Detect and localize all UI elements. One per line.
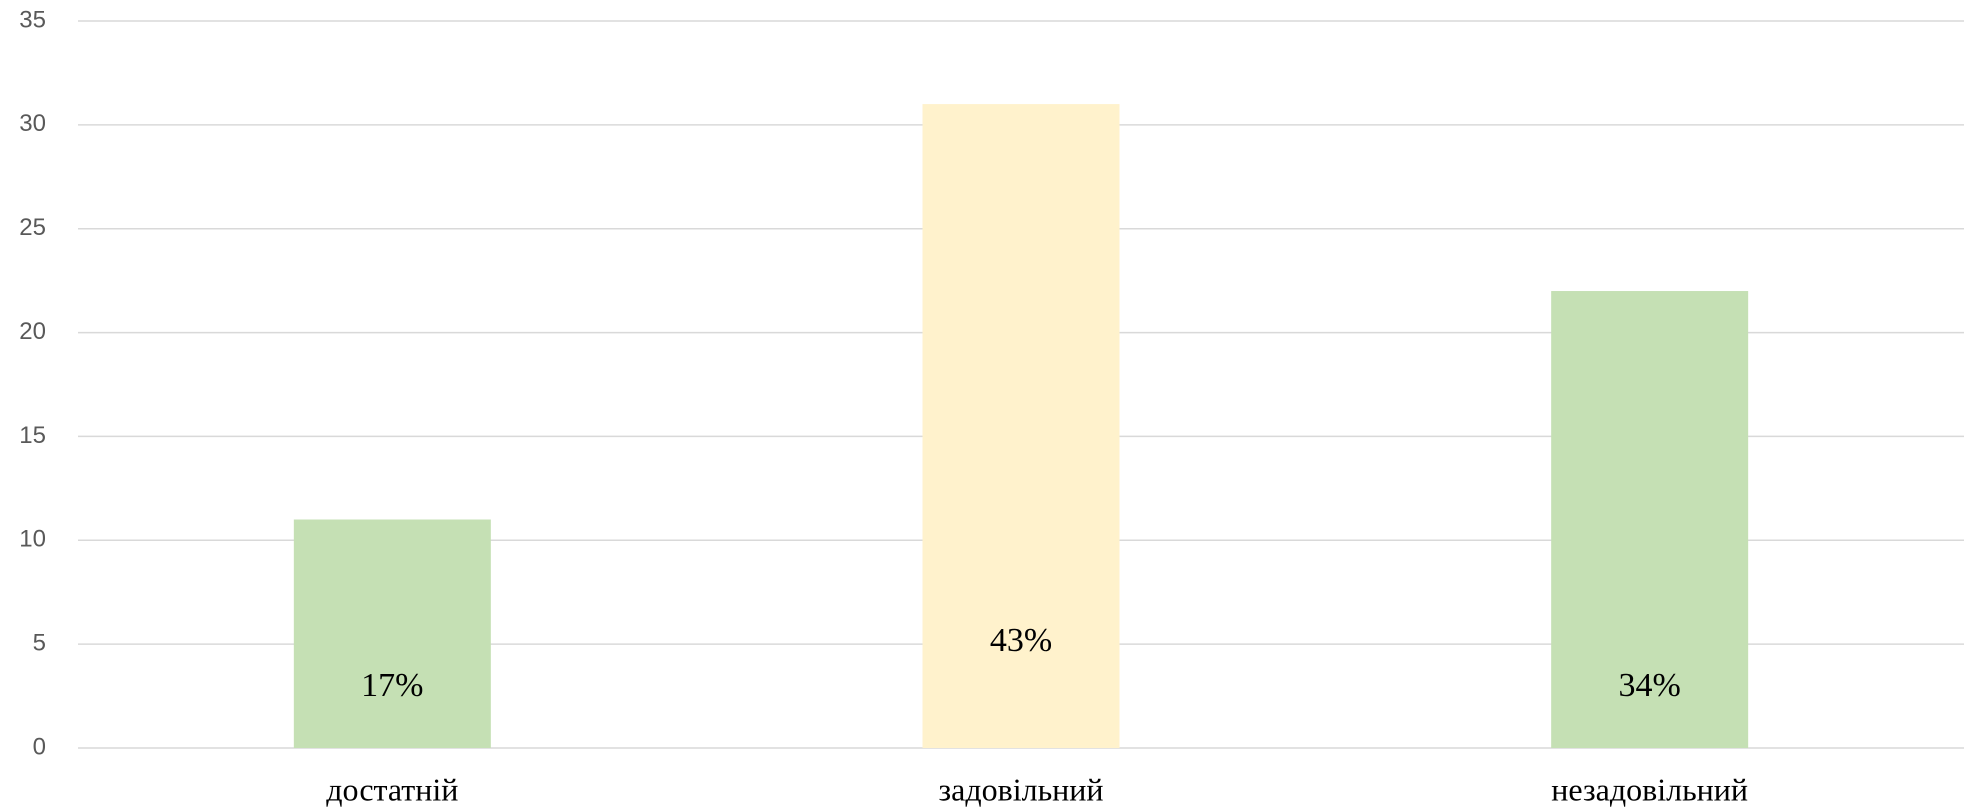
bar (293, 519, 491, 748)
data-label: 34% (1619, 667, 1681, 704)
x-tick-label: незадовільний (1551, 771, 1748, 807)
y-tick-label: 10 (19, 526, 46, 553)
x-tick-label: достатній (326, 771, 458, 807)
x-tick-label: задовільний (938, 771, 1103, 807)
data-label: 17% (361, 667, 423, 704)
y-tick-label: 0 (33, 733, 46, 760)
y-tick-label: 35 (19, 6, 46, 33)
bar (922, 104, 1120, 749)
y-tick-label: 20 (19, 318, 46, 345)
y-tick-label: 25 (19, 214, 46, 241)
data-label: 43% (990, 622, 1052, 659)
y-tick-label: 15 (19, 422, 46, 449)
bar (1551, 291, 1749, 748)
y-tick-label: 5 (33, 629, 46, 656)
y-tick-label: 30 (19, 110, 46, 137)
